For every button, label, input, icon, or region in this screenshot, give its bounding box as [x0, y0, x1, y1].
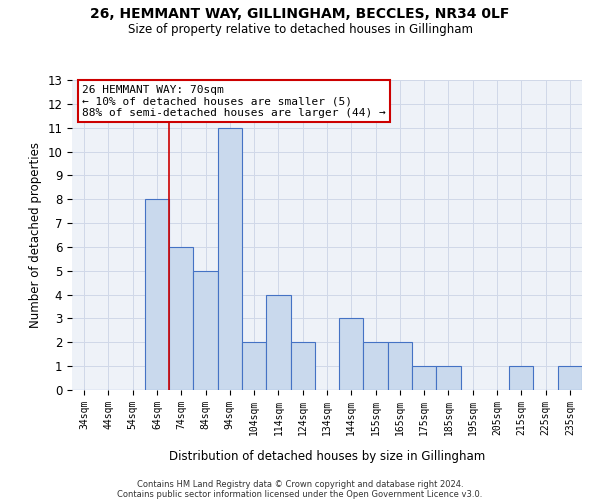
Bar	[412, 366, 436, 390]
Bar	[339, 318, 364, 390]
Text: Size of property relative to detached houses in Gillingham: Size of property relative to detached ho…	[128, 22, 473, 36]
Bar	[193, 271, 218, 390]
Text: Distribution of detached houses by size in Gillingham: Distribution of detached houses by size …	[169, 450, 485, 463]
Bar	[436, 366, 461, 390]
Bar	[388, 342, 412, 390]
Text: 26, HEMMANT WAY, GILLINGHAM, BECCLES, NR34 0LF: 26, HEMMANT WAY, GILLINGHAM, BECCLES, NR…	[91, 8, 509, 22]
Bar	[364, 342, 388, 390]
Bar	[290, 342, 315, 390]
Bar	[145, 199, 169, 390]
Text: 26 HEMMANT WAY: 70sqm
← 10% of detached houses are smaller (5)
88% of semi-detac: 26 HEMMANT WAY: 70sqm ← 10% of detached …	[82, 84, 386, 118]
Bar	[169, 247, 193, 390]
Bar	[558, 366, 582, 390]
Text: Contains HM Land Registry data © Crown copyright and database right 2024.
Contai: Contains HM Land Registry data © Crown c…	[118, 480, 482, 500]
Bar	[242, 342, 266, 390]
Bar	[218, 128, 242, 390]
Bar	[509, 366, 533, 390]
Bar	[266, 294, 290, 390]
Y-axis label: Number of detached properties: Number of detached properties	[29, 142, 42, 328]
